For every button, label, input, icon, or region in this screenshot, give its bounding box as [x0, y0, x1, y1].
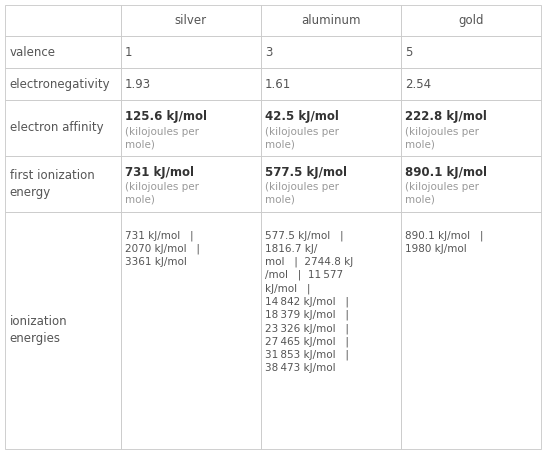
Bar — [401, 156, 541, 212]
Text: (kilojoules per
mole): (kilojoules per mole) — [125, 127, 199, 149]
Text: 1.61: 1.61 — [265, 78, 291, 90]
Bar — [260, 36, 401, 68]
Text: (kilojoules per
mole): (kilojoules per mole) — [265, 183, 339, 205]
Bar — [121, 36, 260, 68]
Text: (kilojoules per
mole): (kilojoules per mole) — [405, 183, 479, 205]
Bar — [260, 5, 401, 36]
Bar — [5, 212, 121, 449]
Bar — [121, 68, 260, 100]
Text: 5: 5 — [405, 46, 413, 59]
Bar — [260, 68, 401, 100]
Text: 890.1 kJ/mol: 890.1 kJ/mol — [405, 166, 487, 179]
Text: 125.6 kJ/mol: 125.6 kJ/mol — [125, 110, 207, 123]
Text: 1.93: 1.93 — [125, 78, 151, 90]
Bar — [5, 100, 121, 156]
Text: 42.5 kJ/mol: 42.5 kJ/mol — [265, 110, 339, 123]
Bar — [401, 68, 541, 100]
Bar — [121, 100, 260, 156]
Text: 3: 3 — [265, 46, 272, 59]
Text: aluminum: aluminum — [301, 14, 360, 27]
Text: gold: gold — [458, 14, 483, 27]
Bar — [5, 5, 121, 36]
Text: 222.8 kJ/mol: 222.8 kJ/mol — [405, 110, 487, 123]
Text: ionization
energies: ionization energies — [10, 316, 67, 345]
Text: 731 kJ/mol: 731 kJ/mol — [125, 166, 194, 179]
Bar — [401, 100, 541, 156]
Text: 577.5 kJ/mol   |
1816.7 kJ/
mol   |  2744.8 kJ
/mol   |  11 577
kJ/mol   |
14 84: 577.5 kJ/mol | 1816.7 kJ/ mol | 2744.8 k… — [265, 231, 353, 373]
Bar — [5, 156, 121, 212]
Text: electron affinity: electron affinity — [10, 121, 103, 134]
Text: 2.54: 2.54 — [405, 78, 431, 90]
Text: valence: valence — [10, 46, 56, 59]
Bar — [121, 156, 260, 212]
Text: (kilojoules per
mole): (kilojoules per mole) — [265, 127, 339, 149]
Bar — [260, 100, 401, 156]
Bar — [401, 212, 541, 449]
Text: (kilojoules per
mole): (kilojoules per mole) — [405, 127, 479, 149]
Bar — [121, 5, 260, 36]
Bar — [260, 156, 401, 212]
Text: electronegativity: electronegativity — [10, 78, 110, 90]
Text: 731 kJ/mol   |
2070 kJ/mol   |
3361 kJ/mol: 731 kJ/mol | 2070 kJ/mol | 3361 kJ/mol — [125, 231, 200, 267]
Bar — [260, 212, 401, 449]
Bar — [5, 36, 121, 68]
Bar — [401, 5, 541, 36]
Text: (kilojoules per
mole): (kilojoules per mole) — [125, 183, 199, 205]
Bar — [401, 36, 541, 68]
Text: 1: 1 — [125, 46, 132, 59]
Text: silver: silver — [175, 14, 206, 27]
Text: 890.1 kJ/mol   |
1980 kJ/mol: 890.1 kJ/mol | 1980 kJ/mol — [405, 231, 484, 254]
Text: first ionization
energy: first ionization energy — [10, 168, 94, 198]
Bar — [121, 212, 260, 449]
Text: 577.5 kJ/mol: 577.5 kJ/mol — [265, 166, 347, 179]
Bar — [5, 68, 121, 100]
